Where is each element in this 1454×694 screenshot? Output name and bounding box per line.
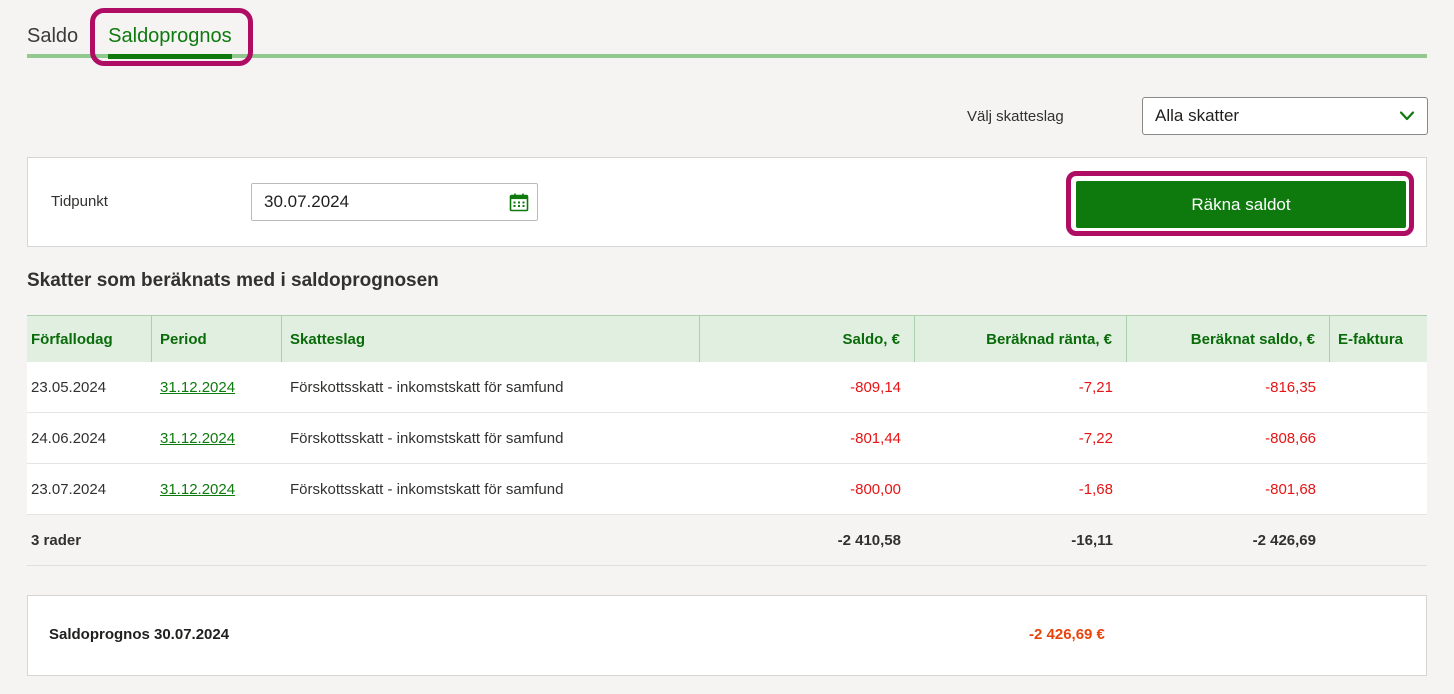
period-link[interactable]: 31.12.2024 xyxy=(160,378,236,396)
due-date-cell: 24.06.2024 xyxy=(31,429,107,447)
col-header-interest: Beräknad ränta, € xyxy=(915,316,1127,362)
tax-type-select-label: Välj skatteslag xyxy=(967,108,1064,125)
period-link[interactable]: 31.12.2024 xyxy=(160,480,236,498)
calendar-icon[interactable] xyxy=(509,192,529,212)
due-date-cell: 23.05.2024 xyxy=(31,378,107,396)
table-row: 24.06.2024 31.12.2024 Förskottsskatt - i… xyxy=(27,413,1427,464)
table-footer-row: 3 rader -2 410,58 -16,11 -2 426,69 xyxy=(27,515,1427,566)
saldo-total: -2 410,58 xyxy=(837,531,901,549)
due-date-cell: 23.07.2024 xyxy=(31,480,107,498)
tax-type-cell: Förskottsskatt - inkomstskatt för samfun… xyxy=(290,480,564,498)
row-count: 3 rader xyxy=(31,531,82,549)
col-header-period: Period xyxy=(152,316,282,362)
table-row: 23.05.2024 31.12.2024 Förskottsskatt - i… xyxy=(27,362,1427,413)
balance-forecast-table: Förfallodag Period Skatteslag Saldo, € B… xyxy=(27,315,1427,566)
time-panel: Tidpunkt Räkna saldot xyxy=(27,157,1427,247)
interest-cell: -7,21 xyxy=(1078,378,1113,396)
saldo-cell: -809,14 xyxy=(850,378,901,396)
interest-cell: -1,68 xyxy=(1078,480,1113,498)
saldo-cell: -801,44 xyxy=(850,429,901,447)
tab-bar-rule xyxy=(27,54,1427,58)
tidpunkt-label: Tidpunkt xyxy=(51,193,108,210)
tax-type-cell: Förskottsskatt - inkomstskatt för samfun… xyxy=(290,429,564,447)
period-link[interactable]: 31.12.2024 xyxy=(160,429,236,447)
interest-total: -16,11 xyxy=(1071,531,1113,549)
calc-saldo-cell: -808,66 xyxy=(1265,429,1316,447)
col-header-due-date: Förfallodag xyxy=(27,316,152,362)
col-header-tax-type: Skatteslag xyxy=(282,316,700,362)
forecast-summary-value: -2 426,69 € xyxy=(1029,626,1105,643)
calc-saldo-cell: -801,68 xyxy=(1265,480,1316,498)
col-header-e-invoice: E-faktura xyxy=(1338,330,1404,348)
tab-saldo[interactable]: Saldo xyxy=(27,25,79,47)
saldo-cell: -800,00 xyxy=(850,480,901,498)
tab-saldoprognos[interactable]: Saldoprognos xyxy=(108,24,232,59)
col-header-saldo: Saldo, € xyxy=(700,316,915,362)
calc-saldo-total: -2 426,69 xyxy=(1252,531,1316,549)
col-header-calc-saldo: Beräknat saldo, € xyxy=(1127,316,1330,362)
tax-type-select-value: Alla skatter xyxy=(1155,106,1240,125)
tax-type-select[interactable]: Alla skatter xyxy=(1142,97,1428,135)
section-heading: Skatter som beräknats med i saldoprognos… xyxy=(27,270,439,291)
date-input[interactable] xyxy=(251,183,538,221)
calc-saldo-cell: -816,35 xyxy=(1265,378,1316,396)
table-header-row: Förfallodag Period Skatteslag Saldo, € B… xyxy=(27,315,1427,362)
interest-cell: -7,22 xyxy=(1078,429,1113,447)
table-row: 23.07.2024 31.12.2024 Förskottsskatt - i… xyxy=(27,464,1427,515)
tax-type-cell: Förskottsskatt - inkomstskatt för samfun… xyxy=(290,378,564,396)
forecast-summary-panel: Saldoprognos 30.07.2024 -2 426,69 € xyxy=(27,595,1427,676)
calculate-balance-button[interactable]: Räkna saldot xyxy=(1076,181,1406,228)
forecast-summary-label: Saldoprognos 30.07.2024 xyxy=(49,626,230,643)
chevron-down-icon xyxy=(1399,110,1415,122)
